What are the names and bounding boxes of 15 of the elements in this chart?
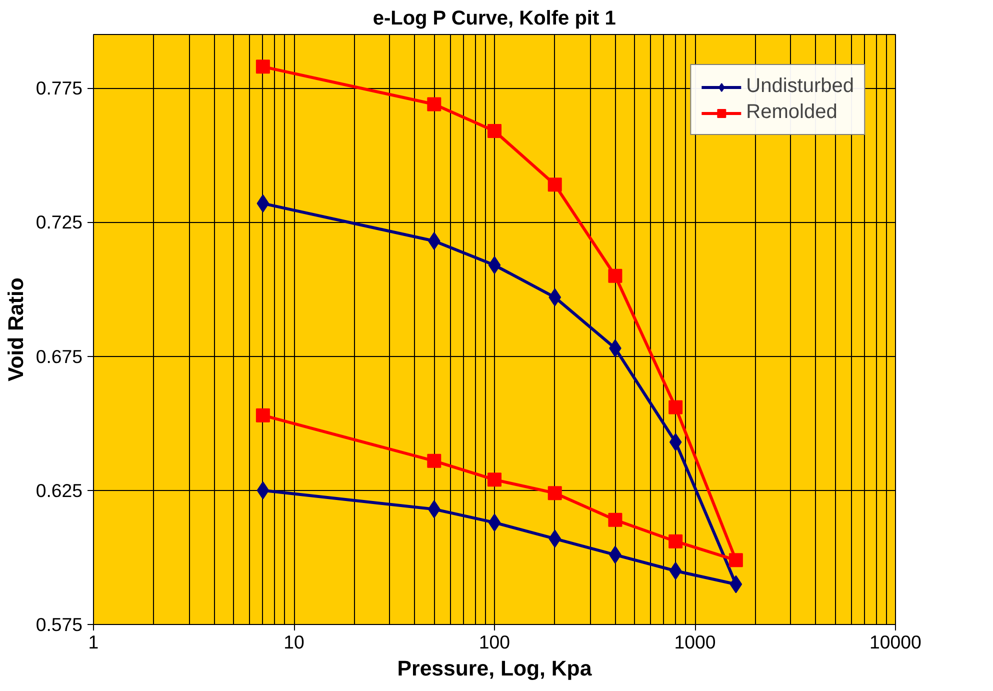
y-tick-label: 0.675 (36, 346, 82, 367)
x-tick-label: 10 (284, 632, 304, 652)
y-tick-label: 0.775 (36, 78, 82, 99)
x-axis-title: Pressure, Log, Kpa (397, 656, 592, 680)
x-tick-label: 1 (88, 632, 99, 652)
x-tick-label: 1000 (674, 632, 716, 652)
y-axis-title: Void Ratio (4, 278, 28, 382)
y-tick-label: 0.725 (36, 212, 82, 233)
legend-label: Remolded (746, 101, 838, 124)
y-tick-label: 0.625 (36, 480, 82, 501)
x-tick-label: 100 (478, 632, 510, 652)
legend-label: Undisturbed (746, 75, 854, 98)
y-tick-label: 0.575 (36, 614, 82, 635)
x-tick-label: 10000 (870, 632, 922, 652)
chart-title: e-Log P Curve, Kolfe pit 1 (372, 8, 616, 30)
